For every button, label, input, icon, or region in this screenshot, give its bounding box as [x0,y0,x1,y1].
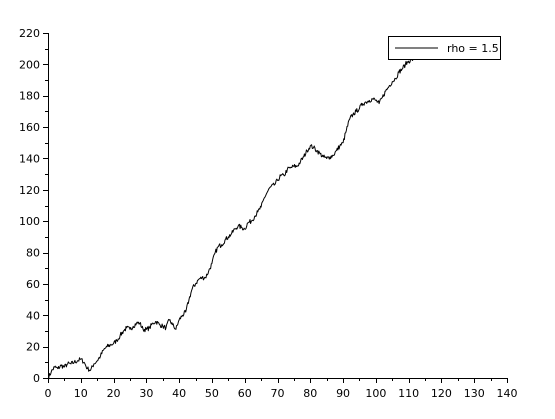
x-tick-label: 20 [107,387,121,400]
legend-label: rho = 1.5 [447,42,499,55]
x-tick-label: 80 [303,387,317,400]
y-tick-label: 200 [19,58,40,71]
y-ticks: 0 20 40 60 80 100 120 140 160 180 200 220 [19,27,48,385]
x-ticks: 0 10 20 30 40 50 60 70 80 90 100 110 120 130 140 [45,378,518,400]
x-tick-label: 10 [74,387,88,400]
x-tick-label: 70 [271,387,285,400]
x-tick-label: 40 [172,387,186,400]
x-tick-label: 60 [238,387,252,400]
y-tick-label: 100 [19,215,40,228]
series-line [48,43,448,379]
y-tick-label: 60 [26,278,40,291]
x-tick-label: 140 [497,387,518,400]
x-tick-label: 110 [398,387,419,400]
y-tick-label: 0 [33,372,40,385]
y-tick-label: 180 [19,90,40,103]
y-tick-label: 160 [19,121,40,134]
y-tick-label: 40 [26,309,40,322]
x-tick-label: 90 [336,387,350,400]
x-tick-label: 100 [365,387,386,400]
x-tick-label: 0 [45,387,52,400]
series-layer [48,43,448,379]
x-tick-label: 30 [139,387,153,400]
x-tick-label: 130 [464,387,485,400]
x-tick-label: 50 [205,387,219,400]
x-tick-label: 120 [431,387,452,400]
axes [48,33,507,379]
y-tick-label: 140 [19,152,40,165]
y-tick-label: 80 [26,247,40,260]
y-tick-label: 220 [19,27,40,40]
y-tick-label: 20 [26,341,40,354]
y-tick-label: 120 [19,184,40,197]
legend: rho = 1.5 [389,37,501,60]
